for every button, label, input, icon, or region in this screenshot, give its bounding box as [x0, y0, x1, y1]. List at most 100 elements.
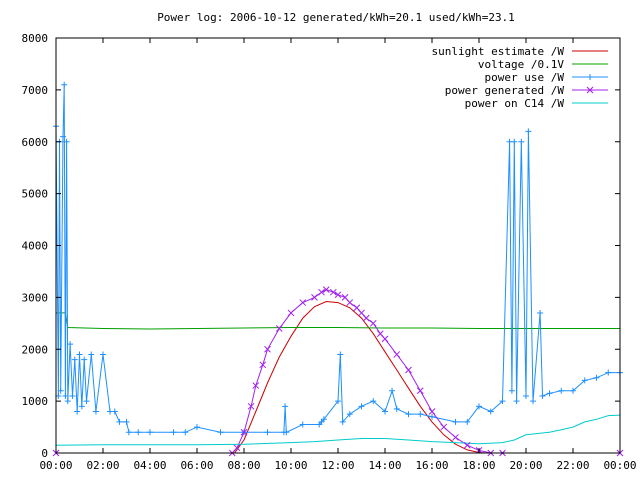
series-point-2 — [217, 429, 224, 436]
series-point-3 — [329, 288, 337, 296]
series-point-2 — [530, 398, 537, 405]
series-point-2 — [508, 387, 515, 394]
series-point-2 — [382, 408, 388, 415]
series-line-4 — [55, 414, 621, 446]
y-tick-label: 7000 — [22, 84, 49, 97]
series-point-2 — [499, 398, 506, 405]
x-tick-label: 08:00 — [227, 459, 260, 472]
y-tick-label: 3000 — [22, 291, 49, 304]
series-point-3 — [393, 351, 401, 358]
series-point-2 — [476, 403, 482, 410]
series-point-2 — [393, 405, 400, 412]
series-point-3 — [252, 382, 260, 389]
series-point-2 — [429, 413, 435, 420]
series-point-3 — [381, 335, 389, 343]
series-point-2 — [546, 390, 553, 397]
y-tick-label: 4000 — [22, 240, 49, 253]
x-tick-label: 00:00 — [39, 459, 72, 472]
series-point-2 — [605, 369, 612, 376]
series-point-2 — [125, 429, 132, 436]
series-point-2 — [69, 392, 76, 399]
series-point-2 — [525, 128, 532, 135]
series-point-3 — [240, 428, 248, 436]
series-point-2 — [57, 387, 64, 394]
y-tick-label: 6000 — [22, 136, 49, 149]
series-point-2 — [539, 392, 546, 399]
series-point-3 — [287, 309, 295, 317]
series-point-3 — [440, 423, 448, 431]
legend-marker — [586, 86, 594, 94]
y-tick-label: 8000 — [22, 32, 49, 45]
series-point-2 — [116, 418, 123, 425]
series-point-2 — [264, 429, 271, 436]
series-point-2 — [513, 398, 520, 405]
series-point-2 — [370, 398, 377, 405]
legend-label: sunlight estimate /W — [432, 45, 565, 58]
x-tick-label: 14:00 — [368, 459, 401, 472]
series-point-2 — [62, 392, 69, 399]
chart-title: Power log: 2006-10-12 generated/kWh=20.1… — [157, 11, 515, 24]
series-line-2 — [55, 84, 620, 434]
series-point-2 — [61, 81, 68, 88]
series-point-2 — [76, 351, 83, 358]
series-point-3 — [405, 366, 412, 374]
series-point-2 — [464, 418, 471, 425]
series-point-3 — [259, 361, 267, 369]
series-point-2 — [518, 138, 525, 145]
series-point-3 — [452, 434, 459, 441]
series-point-3 — [416, 387, 424, 395]
series-point-2 — [523, 392, 529, 399]
series-point-2 — [100, 351, 106, 358]
series-point-2 — [570, 387, 576, 394]
series-point-3 — [264, 345, 271, 353]
series-point-2 — [417, 411, 424, 418]
series-point-2 — [182, 429, 189, 436]
series-point-2 — [78, 403, 85, 410]
series-point-2 — [335, 398, 341, 405]
series-point-2 — [194, 424, 200, 431]
series-point-2 — [92, 408, 99, 415]
x-tick-label: 06:00 — [180, 459, 213, 472]
series-point-3 — [362, 314, 370, 322]
series-point-2 — [88, 351, 95, 358]
legend-label: voltage /0.1V — [478, 58, 564, 71]
series-point-3 — [346, 299, 354, 306]
x-tick-label: 02:00 — [86, 459, 119, 472]
series-point-2 — [283, 429, 290, 436]
series-point-3 — [369, 319, 377, 327]
series-point-2 — [487, 408, 494, 415]
series-point-2 — [405, 411, 412, 418]
series-point-2 — [389, 387, 396, 394]
series-point-3 — [247, 402, 255, 410]
series-point-2 — [83, 398, 90, 405]
x-tick-label: 18:00 — [462, 459, 495, 472]
series-point-2 — [282, 403, 289, 410]
series-point-2 — [339, 418, 346, 425]
series-point-3 — [322, 286, 330, 293]
x-tick-label: 12:00 — [321, 459, 354, 472]
series-point-2 — [358, 403, 365, 410]
legend-label: power generated /W — [445, 84, 565, 97]
series-point-2 — [71, 356, 78, 363]
series-point-2 — [320, 416, 327, 423]
x-tick-label: 00:00 — [603, 459, 636, 472]
y-tick-label: 1000 — [22, 395, 49, 408]
series-point-2 — [135, 429, 142, 436]
series-line-1 — [56, 312, 620, 330]
x-tick-label: 16:00 — [415, 459, 448, 472]
series-point-2 — [581, 377, 588, 384]
series-point-2 — [452, 418, 459, 425]
y-tick-label: 5000 — [22, 188, 49, 201]
series-point-2 — [593, 374, 600, 381]
legend-marker — [587, 74, 593, 80]
series-point-2 — [299, 421, 306, 428]
series-line-0 — [234, 300, 487, 454]
series-point-3 — [299, 299, 307, 306]
series-point-3 — [318, 288, 325, 296]
series-point-2 — [67, 341, 74, 348]
series-point-2 — [63, 138, 70, 145]
series-point-2 — [123, 418, 130, 425]
series-point-2 — [81, 356, 88, 363]
series-point-2 — [60, 133, 67, 140]
